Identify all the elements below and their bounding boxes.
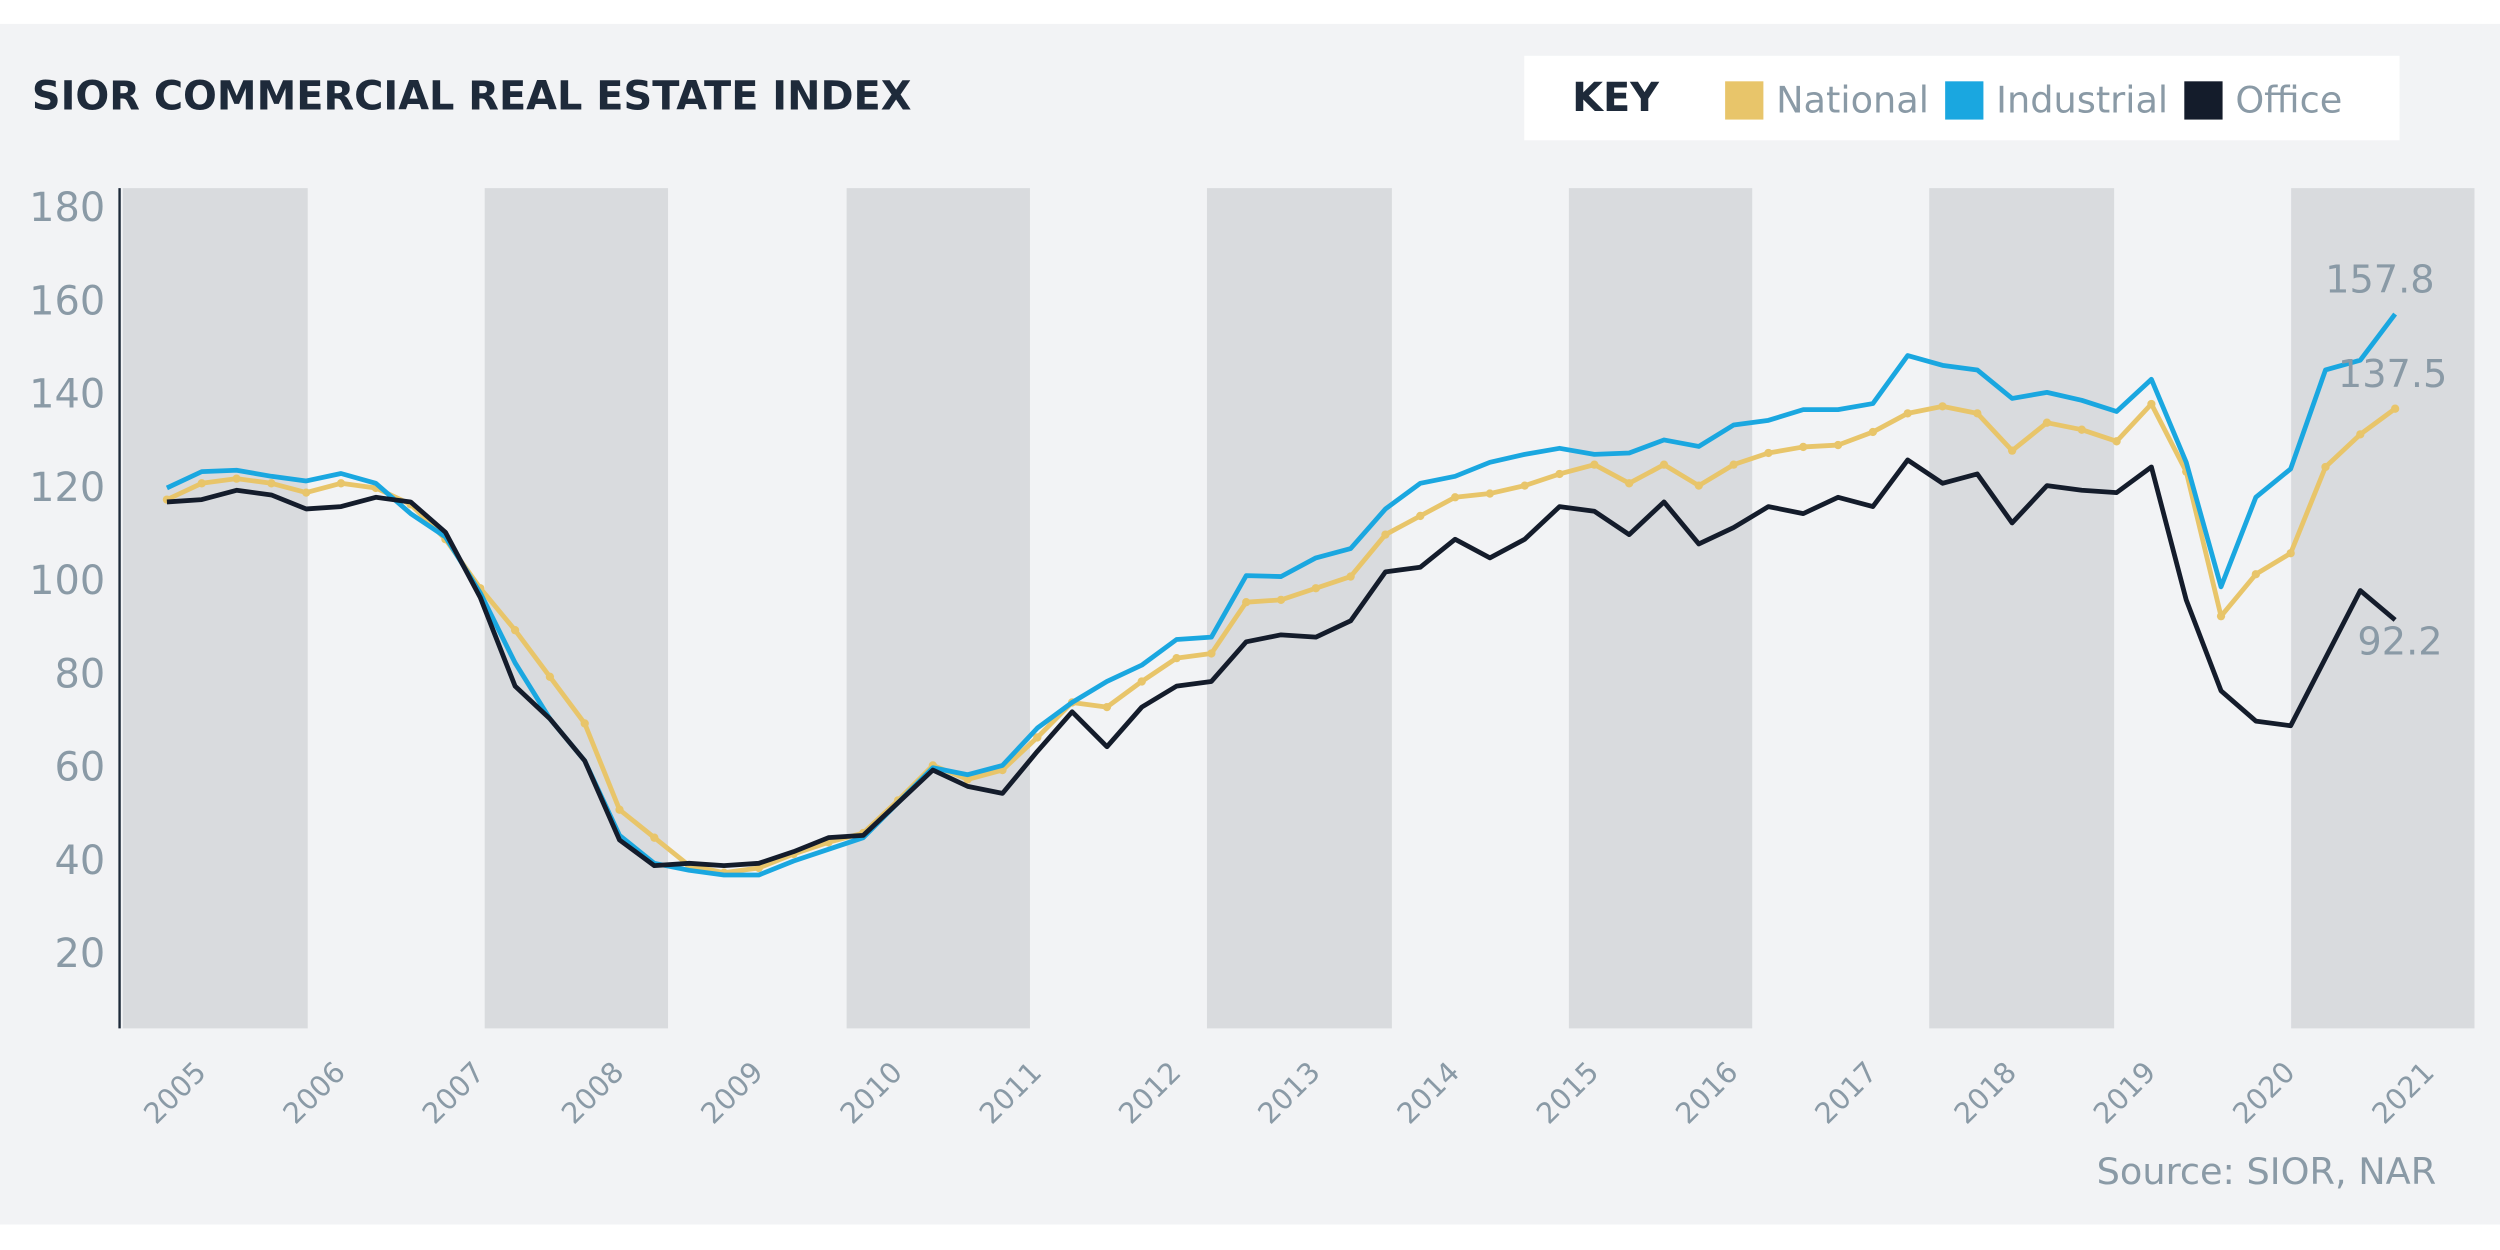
legend-swatch	[1725, 81, 1764, 120]
series-marker	[1555, 469, 1564, 479]
series-marker	[1450, 493, 1460, 502]
series-marker	[545, 672, 555, 681]
series-marker	[1137, 677, 1146, 686]
series-marker	[1102, 702, 1112, 712]
series-marker	[1973, 409, 1982, 418]
end-value-label: 137.5	[2338, 352, 2448, 397]
series-marker	[1694, 481, 1703, 490]
series-marker	[1416, 511, 1425, 521]
series-marker	[232, 474, 241, 483]
series-marker	[1033, 733, 1042, 742]
series-marker	[510, 626, 520, 635]
legend-title: KEY	[1572, 75, 1660, 121]
series-line	[166, 457, 2397, 869]
series-marker	[2216, 612, 2226, 621]
series-marker	[615, 805, 624, 814]
chart-title: SIOR COMMERCIAL REAL ESTATE INDEX	[32, 73, 912, 119]
series-marker	[2147, 399, 2156, 409]
series-marker	[1833, 440, 1843, 450]
series-marker	[1172, 654, 1181, 663]
series-marker	[2007, 446, 2017, 455]
series-marker	[1625, 479, 1634, 488]
series-marker	[1242, 598, 1251, 607]
y-tick-label: 60	[55, 745, 106, 791]
legend-label: National	[1776, 79, 1929, 122]
series-marker	[1520, 481, 1529, 490]
series-marker	[1764, 448, 1773, 458]
band	[1568, 188, 1753, 1029]
series-marker	[580, 719, 589, 728]
band	[122, 188, 308, 1029]
series-marker	[1276, 595, 1286, 605]
series-marker	[2251, 570, 2260, 579]
y-tick-label: 20	[55, 931, 106, 977]
legend-label: Industrial	[1996, 79, 2168, 122]
series-marker	[2321, 462, 2330, 472]
series-marker	[1590, 460, 1599, 469]
series-marker	[2112, 437, 2121, 446]
series-marker	[1799, 442, 1808, 452]
series-marker	[754, 863, 763, 873]
series-marker	[1729, 460, 1738, 469]
series-marker	[963, 775, 972, 784]
end-value-label: 157.8	[2325, 258, 2435, 303]
bands	[122, 188, 2475, 1029]
legend-swatch	[1945, 81, 1984, 120]
series-marker	[2286, 549, 2295, 558]
y-tick-label: 100	[29, 558, 105, 604]
series-marker	[1346, 572, 1355, 581]
series-marker	[650, 833, 659, 842]
series-marker	[1903, 409, 1912, 418]
legend-label: Office	[2235, 79, 2342, 122]
y-tick-label: 120	[29, 465, 105, 511]
band	[1206, 188, 1392, 1029]
series-marker	[1485, 489, 1495, 498]
series-marker	[1311, 584, 1320, 593]
series-marker	[2390, 404, 2400, 413]
source-note: Source: SIOR, NAR	[2097, 1150, 2437, 1193]
series-line	[165, 312, 2398, 878]
series-marker	[1207, 649, 1216, 658]
band	[846, 188, 1030, 1029]
series-marker	[1381, 530, 1390, 539]
series-marker	[1659, 460, 1669, 469]
y-tick-label: 180	[29, 185, 105, 231]
series-marker	[1868, 427, 1878, 437]
band	[484, 188, 669, 1029]
y-tick-label: 160	[29, 278, 105, 324]
y-tick-label: 40	[55, 838, 106, 884]
series-marker	[2042, 418, 2052, 427]
series-marker	[2077, 425, 2086, 434]
series-marker	[267, 479, 276, 488]
series-marker	[302, 488, 311, 497]
series-marker	[2356, 430, 2365, 439]
series-marker	[336, 479, 346, 488]
legend-swatch	[2184, 81, 2223, 120]
y-tick-label: 140	[29, 372, 105, 418]
end-value-label: 92.2	[2357, 620, 2442, 665]
y-tick-label: 80	[55, 651, 106, 697]
series-marker	[197, 479, 206, 488]
band	[1929, 188, 2115, 1029]
series-marker	[1938, 402, 1947, 411]
